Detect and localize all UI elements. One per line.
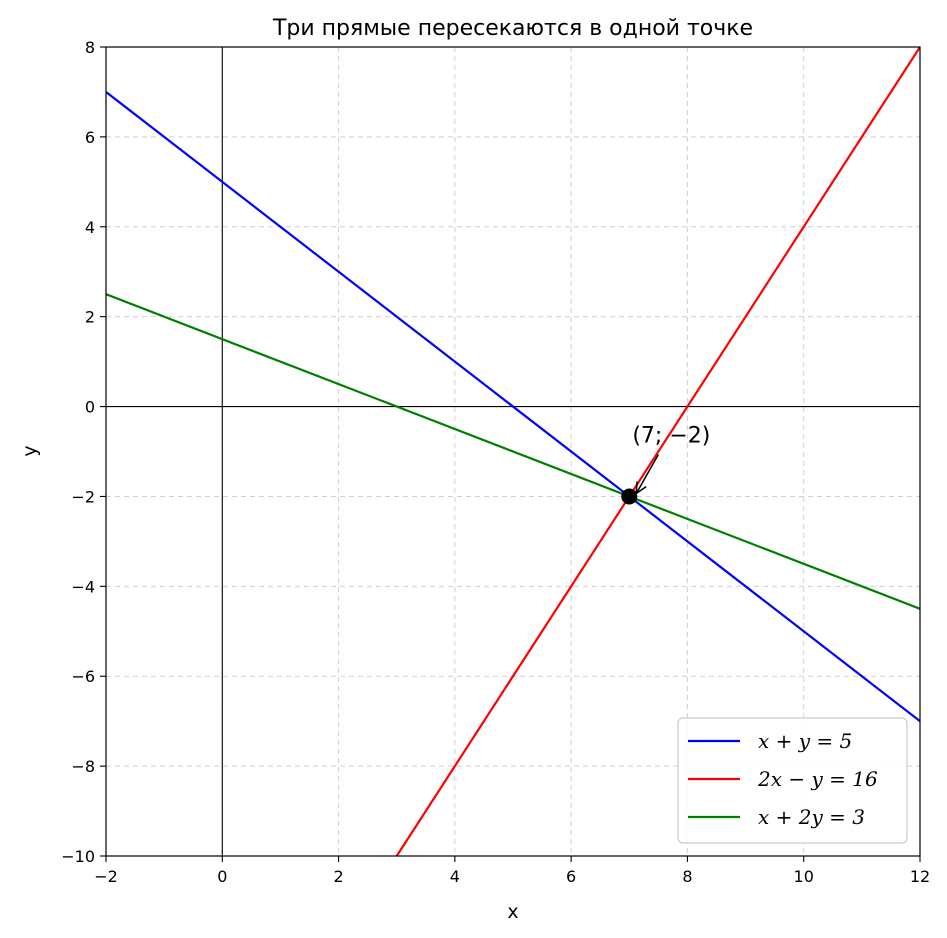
x-tick-label-7: 12 bbox=[910, 867, 930, 886]
y-tick-label-5: 0 bbox=[85, 398, 95, 417]
y-tick-label-2: −6 bbox=[71, 667, 95, 686]
y-tick-label-8: 6 bbox=[85, 128, 95, 147]
y-tick-label-1: −8 bbox=[71, 757, 95, 776]
plot-frame bbox=[105, 46, 921, 857]
x-tick-label-6: 10 bbox=[794, 867, 814, 886]
intersection-point bbox=[621, 488, 638, 505]
y-axis-label: y bbox=[19, 445, 41, 456]
annotation-label: (7; −2) bbox=[632, 424, 710, 449]
legend-box bbox=[677, 717, 908, 844]
x-tick-label-1: 0 bbox=[217, 867, 227, 886]
y-tick-label-6: 2 bbox=[85, 308, 95, 327]
series-line-1 bbox=[395, 47, 920, 856]
y-tick-label-3: −4 bbox=[71, 577, 95, 596]
intersection-annotation: (7; −2) bbox=[632, 424, 710, 495]
x-tick-label-0: −2 bbox=[94, 867, 118, 886]
legend-label-2: x + 2y = 3 bbox=[758, 805, 865, 829]
chart-title: Три прямые пересекаются в одной точке bbox=[272, 16, 753, 41]
x-tick-label-4: 6 bbox=[566, 867, 576, 886]
legend: x + y = 5 2x − y = 16 x + 2y = 3 bbox=[677, 717, 908, 844]
annotation-arrow bbox=[635, 454, 660, 494]
ticks: −2 0 2 4 6 8 10 12 −10 −8 −6 −4 −2 0 2 4 6 8 bbox=[61, 38, 930, 886]
y-tick-label-7: 4 bbox=[85, 218, 95, 237]
y-tick-label-4: −2 bbox=[71, 487, 95, 506]
x-tick-label-5: 8 bbox=[682, 867, 692, 886]
legend-label-1: 2x − y = 16 bbox=[757, 767, 878, 791]
x-axis-label: x bbox=[507, 901, 518, 923]
series-line-0 bbox=[106, 91, 920, 723]
x-tick-label-2: 2 bbox=[333, 867, 343, 886]
x-tick-label-3: 4 bbox=[450, 867, 460, 886]
y-tick-label-9: 8 bbox=[85, 38, 95, 57]
series-group bbox=[106, 47, 920, 856]
legend-label-0: x + y = 5 bbox=[758, 729, 852, 753]
y-tick-label-0: −10 bbox=[61, 847, 95, 866]
series-line-2 bbox=[106, 293, 920, 610]
